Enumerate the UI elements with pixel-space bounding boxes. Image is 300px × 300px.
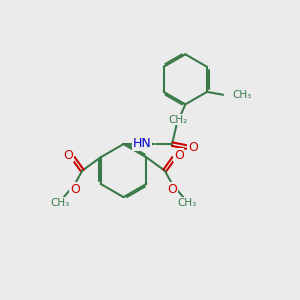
Text: CH₂: CH₂ (168, 115, 188, 125)
Text: CH₃: CH₃ (232, 90, 251, 100)
Text: O: O (167, 183, 177, 196)
Text: CH₃: CH₃ (50, 198, 69, 208)
Text: O: O (174, 149, 184, 162)
Text: O: O (70, 183, 80, 196)
Text: HN: HN (133, 137, 152, 150)
Text: O: O (63, 149, 73, 162)
Text: O: O (188, 141, 198, 154)
Text: CH₃: CH₃ (178, 198, 197, 208)
